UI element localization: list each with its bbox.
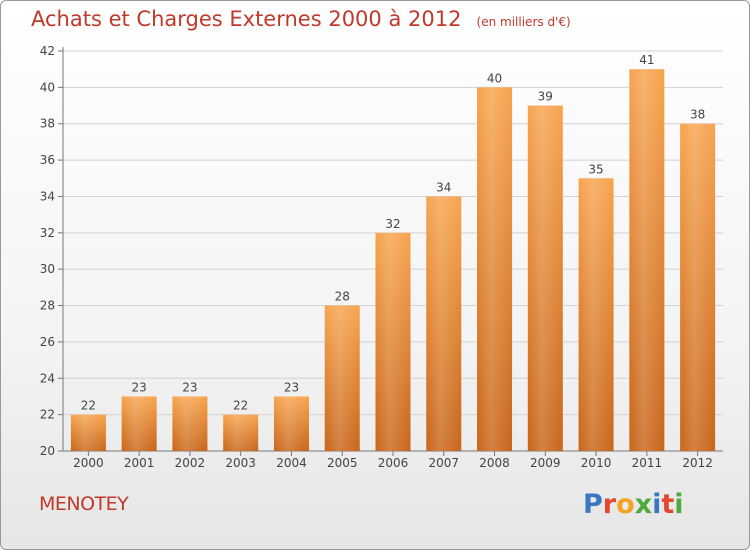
- bar-shine: [273, 396, 309, 451]
- bar-shine: [375, 232, 411, 451]
- logo-letter: x: [634, 489, 653, 520]
- x-tick-label: 2012: [682, 456, 713, 470]
- bar-shine: [324, 305, 360, 451]
- chart-unit: (en milliers d'€): [476, 15, 571, 29]
- y-tick-label: 30: [40, 262, 55, 276]
- labels: 20 22 24 26 28 30 32 34 36 38 40 42 22 2000 23 2001 23 20…: [40, 44, 713, 470]
- data-label: 41: [639, 53, 654, 67]
- bar-shine: [70, 414, 106, 451]
- logo-letter: t: [661, 489, 675, 520]
- bar-shine: [121, 396, 157, 451]
- y-tick-label: 32: [40, 226, 55, 240]
- logo-letter: P: [583, 489, 603, 520]
- data-label: 40: [487, 71, 502, 85]
- x-tick-label: 2007: [428, 456, 459, 470]
- logo-letter: i: [674, 489, 684, 520]
- bar-shine: [629, 69, 665, 451]
- title-row: Achats et Charges Externes 2000 à 2012 (…: [31, 7, 571, 31]
- y-tick-label: 42: [40, 44, 55, 58]
- bar-shine: [680, 123, 716, 452]
- data-label: 23: [182, 380, 197, 394]
- y-tick-label: 26: [40, 335, 55, 349]
- x-tick-label: 2003: [225, 456, 256, 470]
- data-label: 28: [335, 290, 350, 304]
- y-tick-label: 24: [40, 371, 55, 385]
- bar-shine: [578, 178, 614, 452]
- y-tick-label: 20: [40, 444, 55, 458]
- y-tick-label: 34: [40, 189, 55, 203]
- data-label: 22: [233, 399, 248, 413]
- logo-letter: o: [616, 489, 635, 520]
- x-tick-label: 2005: [327, 456, 358, 470]
- y-tick-label: 38: [40, 117, 55, 131]
- x-tick-label: 2001: [124, 456, 155, 470]
- proxiti-logo[interactable]: Proxiti: [583, 489, 684, 520]
- data-label: 32: [385, 217, 400, 231]
- y-tick-label: 36: [40, 153, 55, 167]
- bar-shine: [477, 87, 513, 451]
- bar-shine: [223, 414, 259, 451]
- bar-shine: [426, 196, 462, 451]
- data-label: 39: [538, 90, 553, 104]
- logo-letter: r: [602, 489, 617, 520]
- x-tick-label: 2008: [479, 456, 510, 470]
- commune-name: MENOTEY: [39, 493, 129, 515]
- x-tick-label: 2004: [276, 456, 307, 470]
- data-label: 23: [132, 380, 147, 394]
- x-tick-label: 2011: [632, 456, 663, 470]
- data-label: 34: [436, 180, 451, 194]
- x-tick-label: 2002: [175, 456, 206, 470]
- bars: [70, 69, 716, 452]
- data-label: 22: [81, 399, 96, 413]
- y-tick-label: 40: [40, 80, 55, 94]
- data-label: 23: [284, 380, 299, 394]
- data-label: 38: [690, 108, 705, 122]
- x-tick-label: 2006: [378, 456, 409, 470]
- bar-shine: [527, 105, 563, 451]
- y-tick-label: 28: [40, 299, 55, 313]
- bar-shine: [172, 396, 208, 451]
- data-label: 35: [588, 162, 603, 176]
- x-tick-label: 2010: [581, 456, 612, 470]
- x-tick-label: 2000: [73, 456, 104, 470]
- y-tick-label: 22: [40, 408, 55, 422]
- chart-title: Achats et Charges Externes 2000 à 2012: [31, 7, 462, 31]
- x-tick-label: 2009: [530, 456, 561, 470]
- logo-letter: i: [652, 489, 662, 520]
